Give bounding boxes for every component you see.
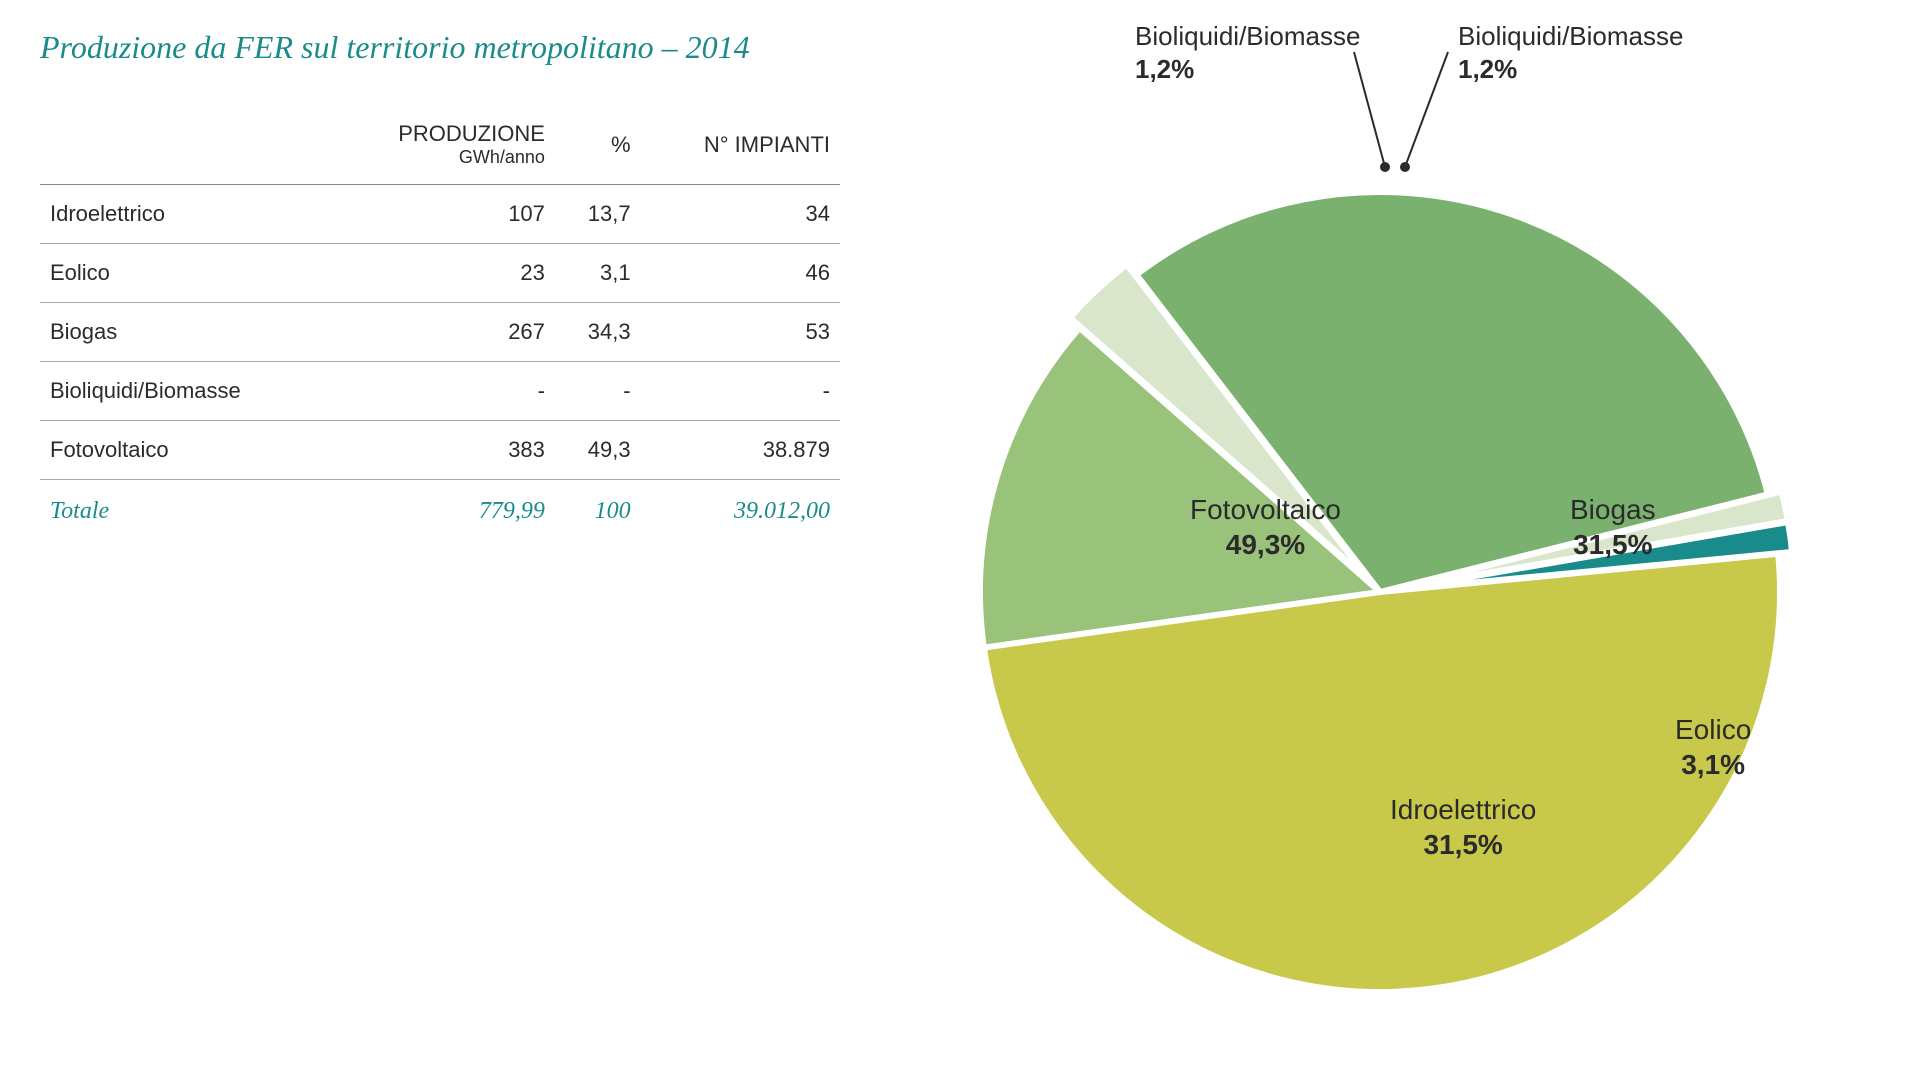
- row-prod: 23: [328, 244, 555, 303]
- col-pct: %: [555, 105, 641, 185]
- pie-label: Idroelettrico31,5%: [1390, 792, 1536, 862]
- pie-chart: Fotovoltaico49,3% Biogas31,5% Idroelettric…: [930, 92, 1830, 992]
- col-label: [40, 105, 328, 185]
- row-pct: 49,3: [555, 421, 641, 480]
- table-row: Fotovoltaico38349,338.879: [40, 421, 840, 480]
- row-prod: -: [328, 362, 555, 421]
- total-prod: 779,99: [328, 480, 555, 542]
- row-label: Biogas: [40, 303, 328, 362]
- data-table: PRODUZIONE GWh/anno % N° IMPIANTI Idroel…: [40, 105, 840, 541]
- row-prod: 383: [328, 421, 555, 480]
- row-pct: 3,1: [555, 244, 641, 303]
- row-pct: -: [555, 362, 641, 421]
- pie-label: Eolico3,1%: [1675, 712, 1751, 782]
- row-n: 38.879: [641, 421, 840, 480]
- row-prod: 107: [328, 185, 555, 244]
- row-pct: 13,7: [555, 185, 641, 244]
- row-n: -: [641, 362, 840, 421]
- row-label: Bioliquidi/Biomasse: [40, 362, 328, 421]
- row-prod: 267: [328, 303, 555, 362]
- pie-label: Fotovoltaico49,3%: [1190, 492, 1341, 562]
- total-n: 39.012,00: [641, 480, 840, 542]
- table-row: Biogas26734,353: [40, 303, 840, 362]
- col-prod: PRODUZIONE GWh/anno: [328, 105, 555, 185]
- row-pct: 34,3: [555, 303, 641, 362]
- total-label: Totale: [40, 480, 328, 542]
- row-label: Idroelettrico: [40, 185, 328, 244]
- row-n: 53: [641, 303, 840, 362]
- table-row: Idroelettrico10713,734: [40, 185, 840, 244]
- table-row: Eolico233,146: [40, 244, 840, 303]
- row-label: Fotovoltaico: [40, 421, 328, 480]
- col-n: N° IMPIANTI: [641, 105, 840, 185]
- pie-label: Biogas31,5%: [1570, 492, 1656, 562]
- row-label: Eolico: [40, 244, 328, 303]
- table-row: Bioliquidi/Biomasse---: [40, 362, 840, 421]
- chart-title: Produzione da FER sul territorio metropo…: [40, 30, 840, 65]
- pie-label: Bioliquidi/Biomasse1,2%: [1135, 20, 1360, 85]
- pie-label: Bioliquidi/Biomasse1,2%: [1458, 20, 1683, 85]
- row-n: 46: [641, 244, 840, 303]
- total-pct: 100: [555, 480, 641, 542]
- row-n: 34: [641, 185, 840, 244]
